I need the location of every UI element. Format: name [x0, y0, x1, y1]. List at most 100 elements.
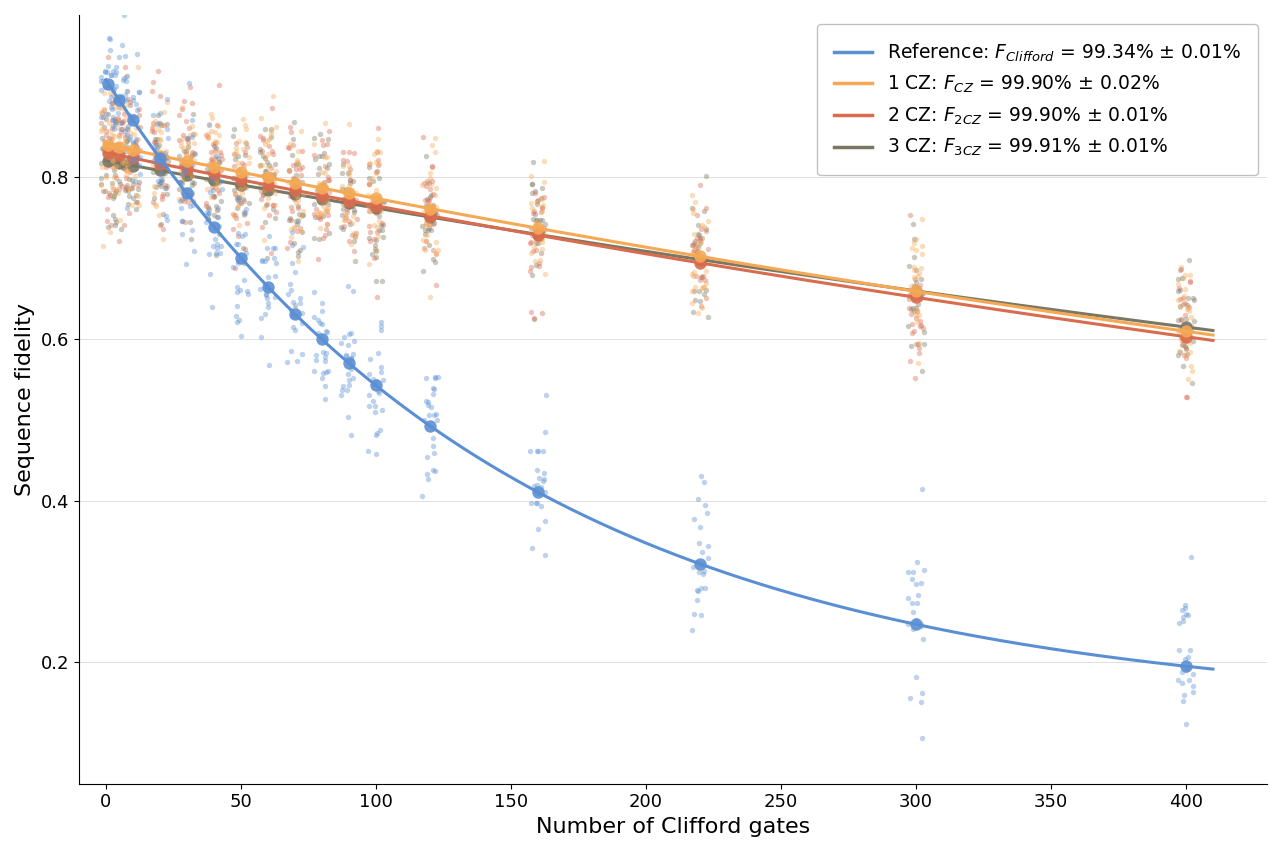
Point: [287, 199, 308, 213]
Point: [1170, 283, 1191, 296]
Point: [104, 112, 124, 126]
Point: [691, 607, 712, 621]
Point: [250, 145, 271, 158]
Point: [520, 245, 541, 259]
Point: [203, 155, 223, 169]
Point: [115, 153, 136, 166]
Point: [528, 521, 549, 535]
Point: [227, 193, 247, 206]
Point: [903, 302, 923, 315]
Point: [110, 213, 131, 227]
Point: [96, 160, 117, 174]
Point: [423, 463, 444, 476]
Point: [338, 196, 359, 210]
Point: [173, 141, 194, 155]
Point: [238, 197, 259, 210]
Point: [281, 303, 301, 317]
Point: [365, 378, 386, 392]
Point: [200, 185, 221, 199]
Point: [423, 431, 444, 445]
Point: [340, 176, 360, 189]
Point: [128, 132, 149, 146]
Point: [308, 208, 328, 222]
Point: [173, 131, 194, 145]
Point: [367, 233, 387, 247]
Point: [100, 188, 121, 202]
Point: [145, 151, 165, 164]
Point: [91, 178, 112, 192]
Point: [115, 140, 136, 153]
Point: [367, 220, 387, 233]
Point: [368, 192, 388, 205]
Point: [262, 130, 282, 144]
Point: [127, 147, 147, 160]
Point: [117, 157, 137, 170]
Point: [360, 225, 381, 239]
Point: [258, 192, 278, 205]
Point: [412, 489, 432, 503]
Point: [235, 242, 255, 256]
Point: [210, 245, 231, 259]
Point: [903, 622, 923, 636]
Point: [304, 137, 324, 151]
Point: [265, 120, 286, 134]
Point: [904, 325, 924, 338]
Point: [682, 296, 703, 309]
Point: [315, 325, 336, 338]
Point: [308, 183, 328, 197]
Point: [286, 196, 306, 210]
Point: [206, 149, 227, 163]
Point: [532, 307, 553, 320]
Point: [415, 193, 436, 207]
Point: [109, 181, 129, 195]
Point: [418, 199, 438, 213]
Point: [906, 263, 927, 277]
Point: [342, 193, 363, 206]
Point: [174, 216, 195, 229]
Point: [227, 172, 247, 186]
Point: [691, 222, 712, 235]
Point: [99, 190, 119, 204]
Point: [314, 379, 335, 393]
Point: [905, 285, 926, 298]
Point: [523, 155, 544, 169]
Point: [291, 209, 312, 222]
Point: [256, 291, 277, 305]
Point: [256, 156, 277, 170]
Point: [520, 236, 541, 250]
Point: [1176, 659, 1196, 673]
Point: [683, 512, 704, 526]
Point: [149, 138, 169, 152]
Point: [908, 356, 928, 370]
Point: [108, 106, 128, 120]
Point: [285, 323, 305, 337]
Point: [228, 218, 249, 232]
Point: [319, 226, 340, 239]
Point: [1179, 274, 1200, 288]
Point: [265, 158, 286, 171]
Point: [292, 160, 313, 174]
Point: [142, 158, 163, 172]
Point: [422, 160, 442, 174]
Point: [212, 182, 232, 196]
Point: [687, 555, 708, 568]
Point: [112, 179, 132, 193]
Point: [114, 60, 135, 74]
Point: [913, 239, 933, 252]
Point: [251, 111, 272, 124]
Point: [256, 289, 277, 302]
Point: [251, 184, 272, 198]
Point: [528, 444, 549, 458]
Point: [150, 132, 171, 146]
Point: [209, 155, 229, 169]
Point: [119, 132, 140, 146]
Point: [685, 243, 705, 256]
Point: [368, 132, 388, 146]
Point: [91, 74, 112, 88]
Point: [171, 153, 191, 167]
Point: [208, 135, 228, 149]
Point: [117, 122, 137, 135]
Point: [229, 284, 250, 297]
Point: [291, 306, 312, 320]
Point: [419, 419, 440, 433]
